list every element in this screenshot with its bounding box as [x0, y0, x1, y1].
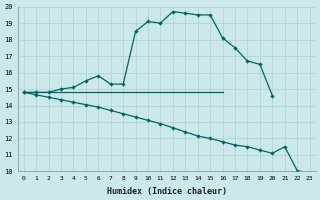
X-axis label: Humidex (Indice chaleur): Humidex (Indice chaleur) [107, 187, 227, 196]
